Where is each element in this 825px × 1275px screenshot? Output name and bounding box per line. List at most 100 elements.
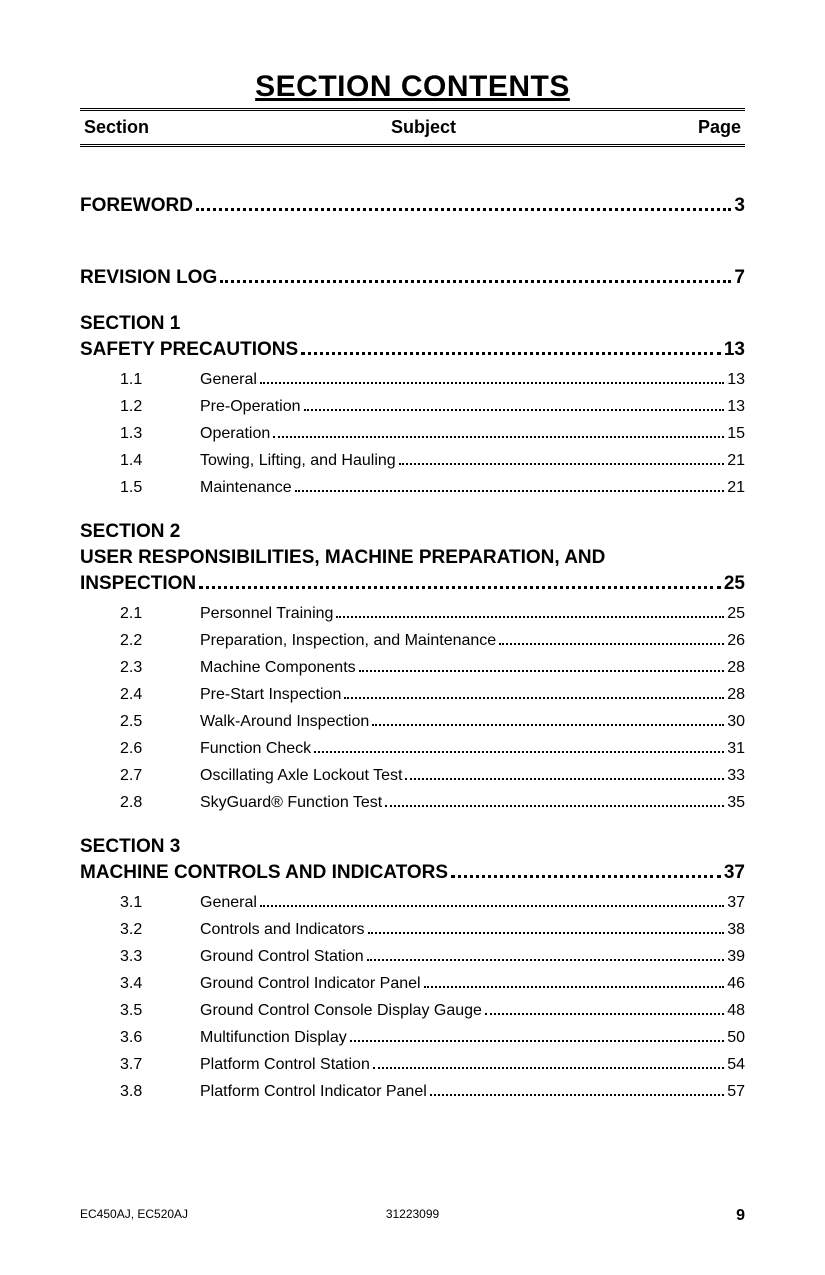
- sub-page: 35: [727, 794, 745, 812]
- sub-page: 21: [727, 452, 745, 470]
- sub-label: Controls and Indicators: [200, 921, 365, 939]
- dot-leader: [367, 959, 725, 961]
- toc-sub-entry: 3.5Ground Control Console Display Gauge 4…: [80, 1002, 745, 1020]
- dot-leader: [220, 280, 731, 283]
- sub-num: 2.6: [120, 740, 200, 758]
- section-label: SECTION 2: [80, 519, 745, 545]
- sub-page: 46: [727, 975, 745, 993]
- dot-leader: [430, 1094, 724, 1096]
- sub-num: 2.3: [120, 659, 200, 677]
- sub-label: Function Check: [200, 740, 311, 758]
- toc-label: REVISION LOG: [80, 267, 217, 289]
- dot-leader: [301, 352, 721, 355]
- sub-page: 48: [727, 1002, 745, 1020]
- toc-entry-foreword: FOREWORD 3: [80, 195, 745, 217]
- sub-num: 1.1: [120, 371, 200, 389]
- sub-label: SkyGuard® Function Test: [200, 794, 382, 812]
- section-title: MACHINE CONTROLS AND INDICATORS: [80, 860, 448, 886]
- dot-leader: [260, 905, 724, 907]
- dot-leader: [304, 409, 725, 411]
- sub-label: Pre-Operation: [200, 398, 301, 416]
- dot-leader: [373, 1067, 724, 1069]
- section-label: SECTION 1: [80, 311, 745, 337]
- toc-sub-entry: 3.6Multifunction Display50: [80, 1029, 745, 1047]
- sub-page: 25: [727, 605, 745, 623]
- toc-page: 7: [734, 267, 745, 289]
- dot-leader: [399, 463, 725, 465]
- toc-sub-entry: 2.7Oscillating Axle Lockout Test 33: [80, 767, 745, 785]
- sub-page: 54: [727, 1056, 745, 1074]
- dot-leader: [405, 778, 724, 780]
- sub-num: 1.5: [120, 479, 200, 497]
- footer-right: 9: [523, 1207, 745, 1225]
- sub-label: Towing, Lifting, and Hauling: [200, 452, 396, 470]
- sub-label: Platform Control Station: [200, 1056, 370, 1074]
- toc-sub-entry: 2.6Function Check 31: [80, 740, 745, 758]
- sub-num: 3.5: [120, 1002, 200, 1020]
- dot-leader: [451, 875, 721, 878]
- toc-sub-entry: 2.1Personnel Training25: [80, 605, 745, 623]
- subsection-group: 1.1General 13 1.2Pre-Operation13 1.3Operati…: [80, 371, 745, 497]
- rule-bottom: [80, 144, 745, 147]
- toc-sub-entry: 3.1General37: [80, 894, 745, 912]
- toc-sub-entry: 3.8Platform Control Indicator Panel57: [80, 1083, 745, 1101]
- dot-leader: [368, 932, 725, 934]
- sub-label: Machine Components: [200, 659, 356, 677]
- sub-label: Walk-Around Inspection: [200, 713, 369, 731]
- toc-sub-entry: 1.2Pre-Operation13: [80, 398, 745, 416]
- sub-page: 13: [727, 371, 745, 389]
- section-page: 13: [724, 337, 745, 363]
- toc-sub-entry: 2.4Pre-Start Inspection28: [80, 686, 745, 704]
- sub-num: 1.3: [120, 425, 200, 443]
- sub-num: 2.1: [120, 605, 200, 623]
- sub-label: Ground Control Station: [200, 948, 364, 966]
- sections-container: SECTION 1SAFETY PRECAUTIONS131.1General1…: [80, 311, 745, 1101]
- section-title-row: MACHINE CONTROLS AND INDICATORS37: [80, 860, 745, 886]
- toc-sub-entry: 2.5Walk-Around Inspection30: [80, 713, 745, 731]
- sub-page: 30: [727, 713, 745, 731]
- sub-page: 38: [727, 921, 745, 939]
- toc-entry-revision-log: REVISION LOG 7: [80, 267, 745, 289]
- sub-page: 31: [727, 740, 745, 758]
- sub-page: 37: [727, 894, 745, 912]
- section-title-line1: USER RESPONSIBILITIES, MACHINE PREPARATI…: [80, 545, 745, 571]
- toc-sub-entry: 3.2Controls and Indicators38: [80, 921, 745, 939]
- section-label: SECTION 3: [80, 834, 745, 860]
- subsection-group: 3.1General373.2Controls and Indicators38…: [80, 894, 745, 1101]
- toc-sub-entry: 2.8SkyGuard® Function Test35: [80, 794, 745, 812]
- sub-page: 33: [727, 767, 745, 785]
- sub-num: 2.7: [120, 767, 200, 785]
- sub-label: General: [200, 371, 257, 389]
- dot-leader: [273, 436, 724, 438]
- dot-leader: [424, 986, 725, 988]
- footer-left: EC450AJ, EC520AJ: [80, 1207, 302, 1225]
- toc-sub-entry: 2.2Preparation, Inspection, and Maintena…: [80, 632, 745, 650]
- sub-num: 3.1: [120, 894, 200, 912]
- dot-leader: [314, 751, 724, 753]
- dot-leader: [344, 697, 724, 699]
- toc-label: FOREWORD: [80, 195, 193, 217]
- toc-sub-entry: 3.3Ground Control Station39: [80, 948, 745, 966]
- dot-leader: [372, 724, 724, 726]
- sub-label: Ground Control Console Display Gauge: [200, 1002, 482, 1020]
- section-title: INSPECTION: [80, 571, 196, 597]
- sub-label: Ground Control Indicator Panel: [200, 975, 421, 993]
- sub-num: 3.7: [120, 1056, 200, 1074]
- dot-leader: [485, 1013, 724, 1015]
- dot-leader: [385, 805, 724, 807]
- sub-page: 21: [727, 479, 745, 497]
- sub-num: 3.4: [120, 975, 200, 993]
- sub-label: Oscillating Axle Lockout Test: [200, 767, 402, 785]
- sub-page: 28: [727, 686, 745, 704]
- toc-sub-entry: 1.3Operation15: [80, 425, 745, 443]
- dot-leader: [260, 382, 724, 384]
- toc-sub-entry: 1.5Maintenance 21: [80, 479, 745, 497]
- column-header-row: Section Subject Page: [80, 111, 745, 144]
- dot-leader: [499, 643, 724, 645]
- sub-label: Maintenance: [200, 479, 292, 497]
- dot-leader: [295, 490, 725, 492]
- sub-num: 1.4: [120, 452, 200, 470]
- sub-num: 3.8: [120, 1083, 200, 1101]
- section-title-row: INSPECTION 25: [80, 571, 745, 597]
- section-page: 25: [724, 571, 745, 597]
